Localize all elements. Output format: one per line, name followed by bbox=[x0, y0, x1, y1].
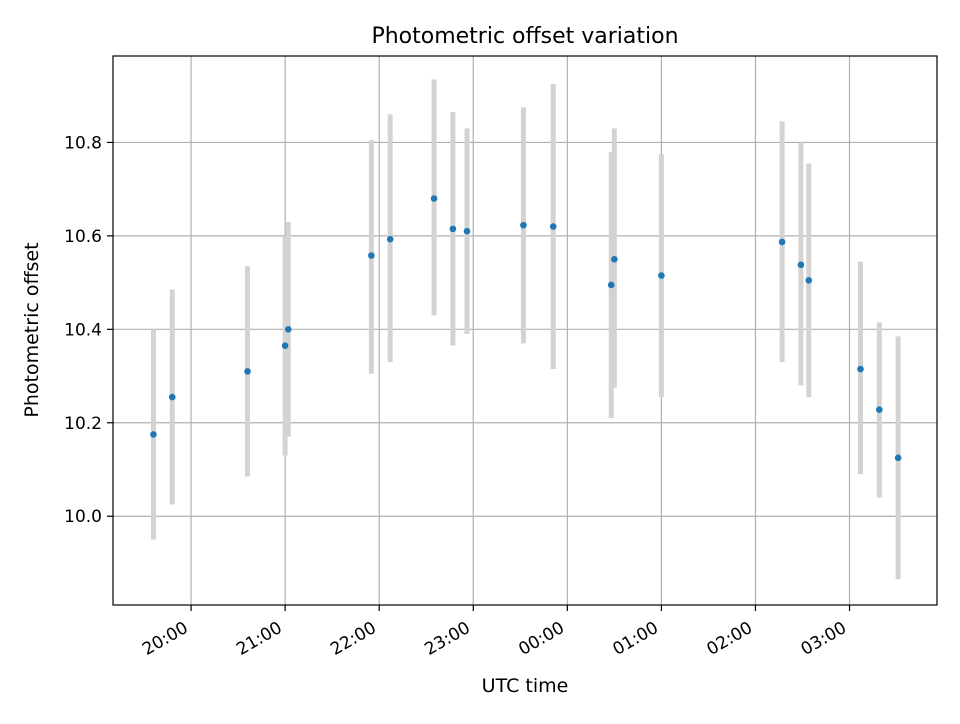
data-point bbox=[368, 252, 375, 259]
y-axis-label: Photometric offset bbox=[21, 242, 43, 417]
data-point bbox=[658, 272, 665, 279]
data-point bbox=[168, 393, 176, 401]
data-point bbox=[244, 368, 251, 375]
data-point bbox=[857, 365, 864, 373]
data-point bbox=[284, 326, 292, 333]
data-point bbox=[463, 227, 471, 235]
data-point bbox=[607, 281, 615, 289]
x-axis-label: UTC time bbox=[482, 675, 569, 697]
data-point bbox=[778, 238, 786, 246]
chart-title: Photometric offset variation bbox=[371, 24, 678, 49]
data-points bbox=[150, 195, 902, 462]
data-point bbox=[549, 223, 557, 230]
data-point bbox=[797, 261, 805, 269]
plot-frame bbox=[112, 55, 938, 606]
y-tick-label: 10.4 bbox=[64, 320, 102, 340]
data-point bbox=[281, 342, 289, 349]
y-tick-label: 10.0 bbox=[64, 507, 102, 527]
data-point bbox=[520, 221, 527, 229]
y-axis-ticks: 10.0 10.2 10.4 10.6 10.8 bbox=[64, 133, 113, 527]
data-point bbox=[386, 235, 394, 243]
data-point bbox=[449, 225, 457, 233]
y-tick-label: 10.8 bbox=[64, 133, 102, 153]
data-point bbox=[430, 195, 438, 202]
data-point bbox=[876, 406, 883, 413]
data-point bbox=[150, 431, 157, 438]
data-point bbox=[894, 454, 902, 462]
data-point bbox=[611, 255, 618, 263]
data-point bbox=[805, 276, 813, 284]
y-tick-label: 10.2 bbox=[64, 414, 102, 434]
y-tick-label: 10.6 bbox=[64, 227, 102, 247]
